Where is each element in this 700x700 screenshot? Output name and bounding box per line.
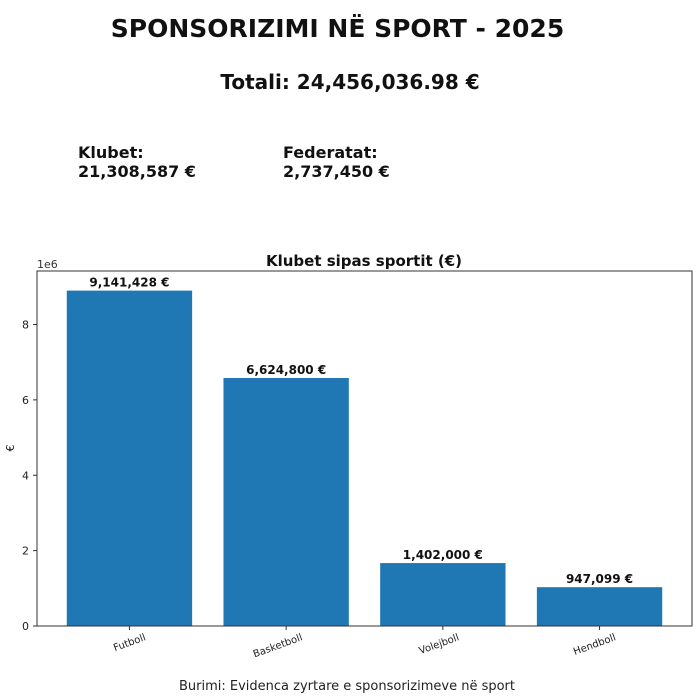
y-tick-label: 4: [22, 469, 29, 482]
stat-label: Federatat:: [283, 143, 378, 162]
bar-volejboll: [380, 563, 506, 626]
data-label: 947,099 €: [566, 572, 633, 586]
data-label: 6,624,800 €: [246, 363, 326, 377]
data-label: 1,402,000 €: [403, 548, 483, 562]
source-note: Burimi: Evidenca zyrtare e sponsorizimev…: [178, 679, 515, 694]
stat-value: 21,308,587 €: [78, 162, 196, 181]
data-label: 9,141,428 €: [89, 276, 169, 290]
y-tick-label: 8: [22, 319, 29, 332]
plot-frame: [36, 270, 693, 627]
page-title: SPONSORIZIMI NË SPORT - 2025: [110, 14, 565, 43]
stat-value: 2,737,450 €: [283, 162, 390, 181]
y-tick-label: 6: [22, 394, 29, 407]
bar-hendboll: [536, 587, 663, 626]
x-tick-label: Basketboll: [252, 632, 304, 660]
bar-basketboll: [223, 378, 349, 626]
chart-title: Klubet sipas sportit (€): [266, 252, 462, 270]
x-tick-label: Futboll: [112, 632, 147, 654]
stat-federatat: Federatat: 2,737,450 €: [283, 143, 390, 181]
y-tick-label: 2: [22, 545, 29, 558]
y-axis-label: €: [4, 445, 17, 452]
bar-futboll: [66, 290, 193, 626]
stat-label: Klubet:: [78, 143, 144, 162]
y-scale-label: 1e6: [37, 258, 58, 271]
x-tick-label: Hendboll: [572, 632, 617, 658]
total-amount: Totali: 24,456,036.98 €: [220, 70, 480, 94]
y-tick-label: 0: [22, 620, 29, 633]
stat-klubet: Klubet: 21,308,587 €: [78, 143, 196, 181]
x-tick-label: Volejboll: [418, 632, 461, 657]
